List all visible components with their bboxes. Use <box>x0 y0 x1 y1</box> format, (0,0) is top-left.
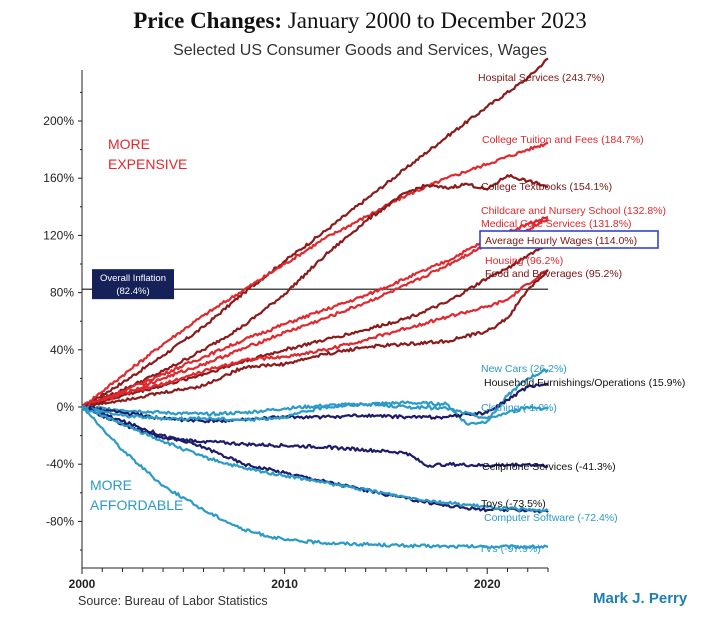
series-label-housing-96-2: Housing (96.2%) <box>485 255 563 267</box>
series-label-new-cars-26-2: New Cars (26.2%) <box>481 363 567 375</box>
series-line-tvs-97-9 <box>81 406 549 550</box>
series-label-childcare-and-nursery-school-132-8: Childcare and Nursery School (132.8%) <box>481 205 666 217</box>
series-line-hospital-services-243-7 <box>81 57 549 408</box>
y-tick-label: 120% <box>43 228 74 242</box>
source-note: Source: Bureau of Labor Statistics <box>78 594 268 608</box>
series-label-computer-software-72-4: Computer Software (-72.4%) <box>484 512 618 524</box>
series-line-computer-software-72-4 <box>81 405 549 513</box>
y-tick-label: 0% <box>57 400 75 414</box>
series-line-housing-96-2 <box>81 268 549 409</box>
more-expensive-label-line1: MORE <box>108 136 150 152</box>
chart-subtitle: Selected US Consumer Goods and Services,… <box>173 42 547 59</box>
overall-inflation-value: (82.4%) <box>116 286 149 297</box>
series-label-toys-73-5: Toys (-73.5%) <box>481 498 546 510</box>
highlight-box <box>479 230 659 249</box>
series-line-clothing-1-0 <box>81 402 549 422</box>
y-tick-label: 80% <box>50 286 74 300</box>
series-label-food-and-beverages-95-2: Food and Beverages (95.2%) <box>485 268 622 280</box>
overall-inflation-label: Overall Inflation <box>100 273 166 284</box>
y-tick-label: -80% <box>46 514 74 528</box>
series-line-college-tuition-and-fees-184-7 <box>81 141 549 409</box>
x-tick-label: 2000 <box>69 577 96 591</box>
series-line-food-and-beverages-95-2 <box>81 269 549 409</box>
series-line-college-textbooks-154-1 <box>81 174 549 409</box>
y-tick-label: -40% <box>46 457 74 471</box>
series-label-college-tuition-and-fees-184-7: College Tuition and Fees (184.7%) <box>482 134 644 146</box>
series-label-clothing-1-0: Clothing (-1.0%) <box>481 402 557 414</box>
y-tick-label: 40% <box>50 343 74 357</box>
series-line-childcare-and-nursery-school-132-8 <box>81 216 549 408</box>
series-line-toys-73-5 <box>81 405 549 514</box>
series-label-hospital-services-243-7: Hospital Services (243.7%) <box>478 72 605 84</box>
x-tick-label: 2020 <box>474 577 501 591</box>
overall-inflation-box <box>92 269 174 300</box>
series-label-average-hourly-wages-114-0: Average Hourly Wages (114.0%) <box>485 235 637 247</box>
series-line-cellphone-services-41-3 <box>81 405 549 468</box>
x-tick-label: 2010 <box>271 577 298 591</box>
series-line-new-cars-26-2 <box>81 368 549 426</box>
series-label-tvs-97-9: TVs (-97.9%) <box>479 543 541 555</box>
series-label-college-textbooks-154-1: College Textbooks (154.1%) <box>481 181 612 193</box>
chart-title-bold: Price Changes: <box>133 8 283 33</box>
series-line-average-hourly-wages-114-0 <box>81 242 549 409</box>
author-credit: Mark J. Perry <box>593 590 688 607</box>
series-label-medical-care-services-131-8: Medical Care Services (131.8%) <box>481 218 632 230</box>
region-labels-layer: MORE EXPENSIVE MORE AFFORDABLE <box>90 136 187 513</box>
axes: -80% -40% 0% 40% 80% 120% 160% 200% 2000 2010 2020 <box>43 70 549 591</box>
chart-title: Price Changes: January 2000 to December … <box>0 8 720 34</box>
chart-title-rest: January 2000 to December 2023 <box>287 8 587 33</box>
y-tick-label: 160% <box>43 171 74 185</box>
y-tick-label: 200% <box>43 114 74 128</box>
series-label-household-furnishings-operations-15-9: Household Furnishings/Operations (15.9%) <box>484 377 685 389</box>
more-affordable-label-line1: MORE <box>90 477 132 493</box>
series-labels-layer: Hospital Services (243.7%) College Tuitio… <box>478 72 685 555</box>
more-affordable-label-line2: AFFORDABLE <box>90 497 183 513</box>
series-layer <box>81 57 549 550</box>
reference-line-group: Overall Inflation (82.4%) <box>82 269 548 300</box>
series-label-cellphone-services-41-3: Cellphone Services (-41.3%) <box>482 461 616 473</box>
more-expensive-label-line2: EXPENSIVE <box>108 156 187 172</box>
series-line-medical-care-services-131-8 <box>81 217 549 408</box>
